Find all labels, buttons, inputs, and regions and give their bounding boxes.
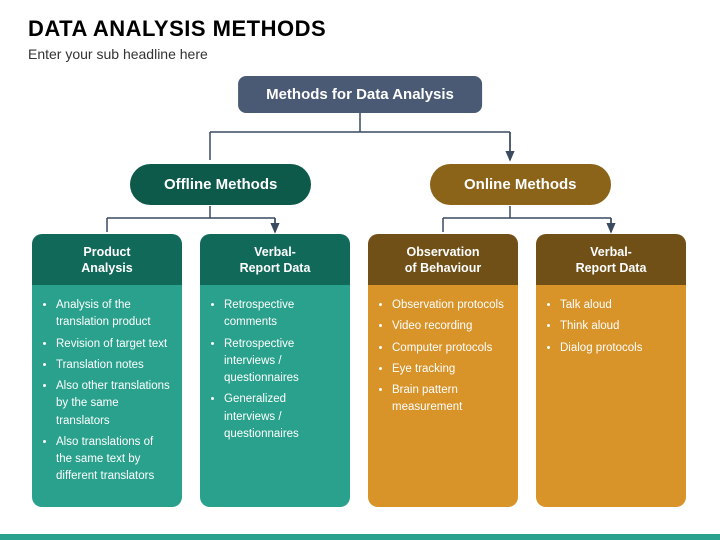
card-head-verbal-offline: Verbal-Report Data <box>200 234 350 287</box>
list-item: Analysis of the translation product <box>56 297 172 332</box>
card-body-verbal-online: Talk aloud Think aloud Dialog protocols <box>536 285 686 507</box>
card-body-observation: Observation protocols Video recording Comp… <box>368 285 518 507</box>
list-item: Also other translations by the same tran… <box>56 378 172 430</box>
list-item: Eye tracking <box>392 361 508 378</box>
list-item: Computer protocols <box>392 340 508 357</box>
accent-bar <box>0 534 720 540</box>
card-body-product-analysis: Analysis of the translation product Revis… <box>32 285 182 507</box>
list-item: Also translations of the same text by di… <box>56 434 172 486</box>
branch-online: Online Methods <box>430 164 611 205</box>
list-item: Dialog protocols <box>560 340 676 357</box>
card-head-verbal-online: Verbal-Report Data <box>536 234 686 287</box>
list-item: Video recording <box>392 318 508 335</box>
slide-subtitle: Enter your sub headline here <box>28 46 692 62</box>
card-body-verbal-offline: Retrospective comments Retrospective inte… <box>200 285 350 507</box>
slide-title: DATA ANALYSIS METHODS <box>28 16 692 42</box>
list-item: Talk aloud <box>560 297 676 314</box>
list-item: Translation notes <box>56 357 172 374</box>
card-list: Observation protocols Video recording Comp… <box>392 297 508 417</box>
card-head-product-analysis: ProductAnalysis <box>32 234 182 287</box>
card-head-observation: Observationof Behaviour <box>368 234 518 287</box>
card-list: Retrospective comments Retrospective inte… <box>224 297 340 443</box>
list-item: Retrospective comments <box>224 297 340 332</box>
slide-header: DATA ANALYSIS METHODS Enter your sub hea… <box>0 0 720 70</box>
list-item: Revision of target text <box>56 336 172 353</box>
list-item: Think aloud <box>560 318 676 335</box>
root-node: Methods for Data Analysis <box>238 76 482 113</box>
card-list: Analysis of the translation product Revis… <box>56 297 172 486</box>
list-item: Retrospective interviews / questionnaire… <box>224 336 340 388</box>
list-item: Brain pattern measurement <box>392 382 508 417</box>
branch-offline: Offline Methods <box>130 164 311 205</box>
card-list: Talk aloud Think aloud Dialog protocols <box>560 297 676 357</box>
diagram-canvas: Methods for Data Analysis Offline Method… <box>0 70 720 520</box>
list-item: Observation protocols <box>392 297 508 314</box>
list-item: Generalized interviews / questionnaires <box>224 391 340 443</box>
